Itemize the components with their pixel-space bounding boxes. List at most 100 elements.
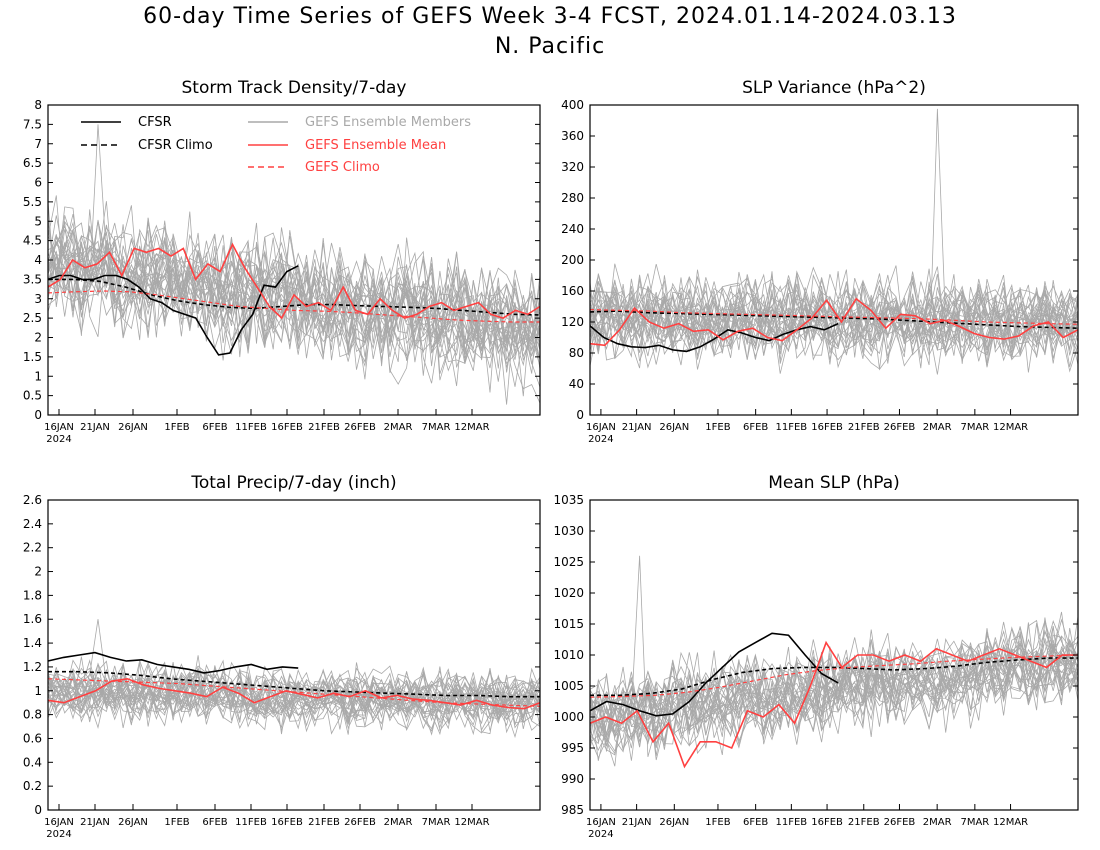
- x-tick-label: 21JAN: [622, 817, 652, 828]
- y-tick-label: 7.5: [23, 117, 42, 131]
- y-tick-label: 6: [34, 176, 42, 190]
- y-tick-label: 0.8: [23, 708, 42, 722]
- y-tick-label: 1.6: [23, 612, 42, 626]
- ensemble-member-line: [589, 283, 1079, 362]
- y-tick-label: 1010: [553, 648, 584, 662]
- y-tick-label: 1035: [553, 493, 584, 507]
- y-tick-label: 2: [34, 331, 42, 345]
- x-tick-label: 7MAR: [422, 422, 451, 433]
- y-tick-label: 0.4: [23, 755, 42, 769]
- y-tick-label: 1.2: [23, 660, 42, 674]
- y-tick-label: 2.2: [23, 541, 42, 555]
- legend-label: GEFS Ensemble Mean: [305, 138, 446, 153]
- x-tick-label: 6FEB: [743, 422, 768, 433]
- x-tick-label: 16FEB: [271, 817, 303, 828]
- figure-subtitle: N. Pacific: [494, 34, 606, 59]
- x-tick-label: 21JAN: [80, 817, 110, 828]
- x-tick-label: 16FEB: [271, 422, 303, 433]
- series-line-gefs-climo: [589, 654, 1079, 698]
- series-line-gefs-climo: [589, 309, 1079, 325]
- y-tick-label: 200: [561, 253, 584, 267]
- series-line-ens-mean: [589, 640, 1078, 769]
- y-tick-label: 120: [561, 315, 584, 329]
- legend: CFSR CFSR Climo GEFS Ensemble Members GEFS …: [81, 115, 471, 175]
- y-tick-label: 1015: [553, 617, 584, 631]
- x-tick-label: 7MAR: [422, 817, 451, 828]
- ensemble-member-line: [589, 618, 1079, 750]
- y-tick-label: 5: [34, 214, 42, 228]
- y-tick-label: 400: [561, 98, 584, 112]
- y-tick-label: 1: [34, 369, 42, 383]
- chart-panel-2: SLP Variance (hPa^2) 0 40 80 120 160 200 240 280…: [561, 78, 1079, 445]
- x-tick-label: 21FEB: [848, 422, 880, 433]
- x-tick-label: 7MAR: [960, 817, 989, 828]
- x-year-label: 2024: [588, 434, 613, 445]
- x-tick-label: 2MAR: [384, 422, 413, 433]
- series-line-ens-mean: [589, 297, 1079, 347]
- ensemble-member-line: [589, 275, 1079, 360]
- ensemble-member-line: [47, 222, 541, 365]
- series-line-cfsr-climo: [48, 278, 541, 316]
- series-line-cfsr: [589, 632, 839, 717]
- y-tick-label: 40: [569, 377, 584, 391]
- x-tick-label: 11FEB: [776, 817, 808, 828]
- chart-panel-3: Total Precip/7-day (inch)00.20.40.60.811…: [23, 473, 541, 840]
- y-tick-label: 990: [561, 772, 584, 786]
- x-tick-label: 11FEB: [235, 422, 267, 433]
- y-tick-label: 2.4: [23, 517, 42, 531]
- x-year-label: 2024: [588, 829, 613, 840]
- y-tick-label: 1.4: [23, 636, 42, 650]
- series-line-cfsr-climo: [589, 310, 1079, 329]
- series-line-gefs-climo: [47, 290, 540, 323]
- ensemble-member-line: [47, 659, 541, 724]
- chart-panel-1: Storm Track Density/7-day 0 0.5 1 1.5 2 2.5 3 3.…: [23, 78, 541, 445]
- x-tick-label: 2MAR: [923, 817, 952, 828]
- y-tick-label: 3: [34, 292, 42, 306]
- y-tick-label: 1.5: [23, 350, 42, 364]
- series-line-cfsr-climo: [48, 670, 540, 698]
- y-tick-label: 320: [561, 160, 584, 174]
- x-tick-label: 12MAR: [454, 422, 489, 433]
- y-tick-label: 1005: [553, 679, 584, 693]
- ensemble-member-line: [589, 292, 1079, 360]
- ensemble-member-line: [589, 278, 1079, 363]
- y-tick-label: 5.5: [23, 195, 42, 209]
- ensemble-member-line: [589, 634, 1079, 752]
- y-tick-label: 160: [561, 284, 584, 298]
- y-tick-label: 240: [561, 222, 584, 236]
- x-tick-label: 26JAN: [659, 817, 689, 828]
- x-tick-label: 11FEB: [235, 817, 267, 828]
- series-line-cfsr-climo: [590, 657, 1078, 697]
- legend-label: GEFS Ensemble Members: [305, 115, 471, 130]
- ensemble-member-line: [47, 230, 541, 363]
- x-tick-label: 1FEB: [164, 422, 189, 433]
- legend-label: GEFS Climo: [305, 160, 380, 175]
- ensemble-member-line: [589, 637, 1079, 738]
- x-tick-label: 16JAN: [44, 422, 74, 433]
- ensemble-member-line: [47, 124, 541, 376]
- ensemble-member-line: [589, 280, 1079, 371]
- y-tick-label: 2.5: [23, 311, 42, 325]
- ensemble-member-lines: [589, 555, 1079, 767]
- x-tick-label: 21FEB: [308, 817, 340, 828]
- ensemble-member-line: [47, 659, 541, 729]
- x-tick-label: 26JAN: [659, 422, 689, 433]
- series-line-cfsr: [47, 651, 299, 674]
- legend-label: CFSR Climo: [138, 138, 213, 153]
- y-tick-label: 0.6: [23, 731, 42, 745]
- ensemble-member-line: [47, 661, 541, 739]
- ensemble-member-lines: [589, 108, 1079, 375]
- x-tick-label: 26JAN: [118, 422, 148, 433]
- x-year-label: 2024: [46, 434, 71, 445]
- chart-title: Mean SLP (hPa): [768, 473, 900, 493]
- y-tick-label: 4.5: [23, 234, 42, 248]
- series-line-gefs-climo: [47, 678, 541, 707]
- y-tick-label: 3.5: [23, 272, 42, 286]
- x-tick-label: 16JAN: [44, 817, 74, 828]
- plot-frame: [589, 104, 1079, 416]
- x-tick-label: 26JAN: [118, 817, 148, 828]
- x-year-label: 2024: [46, 829, 71, 840]
- series-line-ens-mean: [47, 242, 541, 320]
- ensemble-member-line: [589, 626, 1079, 744]
- y-tick-label: 2: [34, 565, 42, 579]
